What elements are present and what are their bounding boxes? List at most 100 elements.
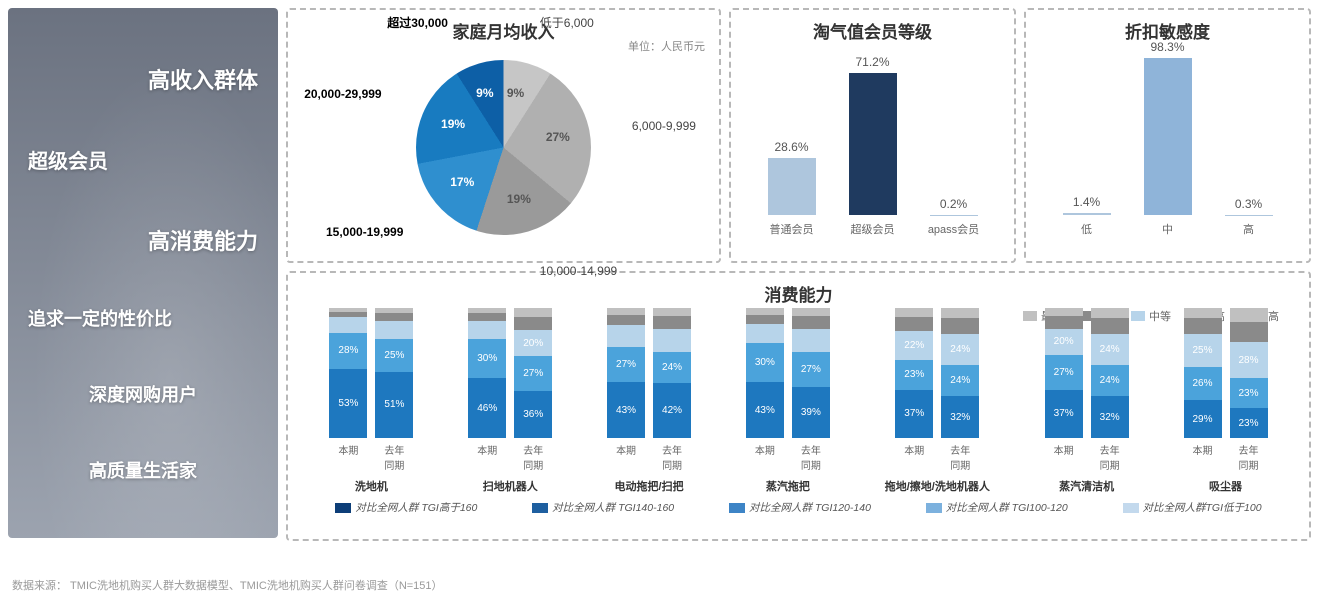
bar-segment: 26% bbox=[1184, 367, 1222, 401]
data-source-note: 数据来源： TMIC洗地机购买人群大数据模型、TMIC洗地机购买人群问卷调查（N… bbox=[12, 577, 443, 593]
tgi-label: 对比全网人群 TGI140-160 bbox=[552, 500, 674, 515]
bar-segment bbox=[792, 308, 830, 316]
bar-segment: 29% bbox=[1184, 400, 1222, 438]
tgi-legend-item: 对比全网人群 TGI120-140 bbox=[729, 500, 871, 515]
product-group: 43%27%42%24% 本期去年 同期电动拖把/扫把 bbox=[607, 308, 691, 494]
period-label: 去年 同期 bbox=[941, 442, 979, 472]
bar-column: 28.6%普通会员 bbox=[751, 140, 832, 237]
bar-segment bbox=[375, 313, 413, 321]
bar-segment bbox=[1184, 308, 1222, 318]
bar-column: 1.4%低 bbox=[1046, 195, 1127, 237]
product-name: 电动拖把/扫把 bbox=[615, 478, 684, 494]
period-label: 本期 bbox=[895, 442, 933, 472]
bar-segment: 27% bbox=[1045, 355, 1083, 390]
period-label: 去年 同期 bbox=[792, 442, 830, 472]
legend-swatch bbox=[1023, 311, 1037, 321]
bar-segment: 27% bbox=[792, 352, 830, 387]
tgi-legend-item: 对比全网人群 TGI100-120 bbox=[926, 500, 1068, 515]
bar-segment bbox=[941, 308, 979, 318]
pie-slice-value: 9% bbox=[507, 86, 524, 100]
bar-segment bbox=[653, 316, 691, 329]
bar-segment: 25% bbox=[1184, 334, 1222, 367]
tgi-legend-item: 对比全网人群 TGI高于160 bbox=[335, 500, 477, 515]
bar-value: 71.2% bbox=[855, 55, 889, 69]
period-labels: 本期去年 同期 bbox=[468, 442, 552, 472]
chart-title: 淘气值会员等级 bbox=[741, 18, 1004, 43]
bar-column: 0.3%高 bbox=[1208, 197, 1289, 237]
product-group: 43%30%39%27% 本期去年 同期蒸汽拖把 bbox=[746, 308, 830, 494]
period-label: 去年 同期 bbox=[375, 442, 413, 472]
product-group: 37%23%22%32%24%24% 本期去年 同期拖地/擦地/洗地机器人 bbox=[885, 308, 990, 494]
bar-segment: 24% bbox=[941, 334, 979, 365]
stacked-bar: 53%28% bbox=[329, 308, 367, 438]
bar-pair: 43%30%39%27% bbox=[746, 308, 830, 438]
bar-segment: 30% bbox=[746, 343, 784, 382]
bar-segment bbox=[607, 315, 645, 325]
product-name: 蒸汽拖把 bbox=[766, 478, 810, 494]
bar-segment bbox=[1230, 308, 1268, 322]
bar-segment bbox=[653, 329, 691, 352]
bar-segment bbox=[468, 321, 506, 339]
pie-slice-value: 19% bbox=[441, 117, 465, 131]
tgi-swatch bbox=[335, 503, 351, 513]
bar-column: 71.2% 超级会员 bbox=[832, 55, 913, 237]
pie-wrap: 9%27%19%17%19%9% 低于6,0006,000-9,99910,00… bbox=[298, 47, 709, 247]
bar-segment: 20% bbox=[514, 330, 552, 356]
bar-pair: 46%30%36%27%20% bbox=[468, 308, 552, 438]
bar-segment: 27% bbox=[514, 356, 552, 391]
bar-pair: 29%26%25%23%23%28% bbox=[1184, 308, 1268, 438]
bar-segment: 46% bbox=[468, 378, 506, 438]
bar-segment: 30% bbox=[468, 339, 506, 378]
bar-pair: 37%23%22%32%24%24% bbox=[895, 308, 979, 438]
product-name: 拖地/擦地/洗地机器人 bbox=[885, 478, 990, 494]
bar-segment bbox=[895, 317, 933, 331]
bar-segment: 23% bbox=[1230, 378, 1268, 408]
stacked-bar: 37%27%20% bbox=[1045, 308, 1083, 438]
bar-pair: 37%27%20%32%24%24% bbox=[1045, 308, 1129, 438]
bar-segment: 28% bbox=[329, 333, 367, 369]
bar-category: 中 bbox=[1162, 221, 1173, 237]
persona-tag: 超级会员 bbox=[28, 145, 258, 174]
tgi-swatch bbox=[729, 503, 745, 513]
bar-segment bbox=[375, 321, 413, 339]
consumption-card: 消费能力 最低较低中等较高最高 53%28%51%25%本期去年 同期洗地机46… bbox=[286, 271, 1311, 541]
stacked-bar: 23%23%28% bbox=[1230, 308, 1268, 438]
product-name: 洗地机 bbox=[355, 478, 388, 494]
bar-value: 98.3% bbox=[1150, 40, 1184, 54]
pie-slice-label: 10,000-14,999 bbox=[540, 264, 617, 278]
bar-value: 1.4% bbox=[1073, 195, 1100, 209]
bar-value: 0.2% bbox=[940, 197, 967, 211]
stacked-bar: 51%25% bbox=[375, 308, 413, 438]
tgi-swatch bbox=[926, 503, 942, 513]
bar-value: 0.3% bbox=[1235, 197, 1262, 211]
legend-item: 中等 bbox=[1131, 308, 1171, 324]
period-label: 本期 bbox=[1045, 442, 1083, 472]
bar-segment: 20% bbox=[1045, 329, 1083, 355]
period-labels: 本期去年 同期 bbox=[895, 442, 979, 472]
product-group: 46%30%36%27%20%本期去年 同期扫地机器人 bbox=[468, 308, 552, 494]
period-label: 去年 同期 bbox=[1230, 442, 1268, 472]
bar-segment: 24% bbox=[941, 365, 979, 396]
period-labels: 本期去年 同期 bbox=[329, 442, 413, 472]
member-bar-card: 淘气值会员等级 28.6%普通会员 71.2% 超级会员 0.2%apass会员 bbox=[729, 8, 1016, 263]
period-labels: 本期去年 同期 bbox=[607, 442, 691, 472]
bar-segment: 23% bbox=[1230, 408, 1268, 438]
product-group: 29%26%25%23%23%28%本期去年 同期吸尘器 bbox=[1184, 308, 1268, 494]
period-label: 去年 同期 bbox=[653, 442, 691, 472]
stacked-bar: 42%24% bbox=[653, 308, 691, 438]
period-labels: 本期去年 同期 bbox=[746, 442, 830, 472]
stacked-bar: 39%27% bbox=[792, 308, 830, 438]
stacked-bar: 43%27% bbox=[607, 308, 645, 438]
product-name: 吸尘器 bbox=[1209, 478, 1242, 494]
pie-slice-label: 低于6,000 bbox=[540, 14, 594, 31]
stacked-bar: 37%23%22% bbox=[895, 308, 933, 438]
product-group: 53%28%51%25% 本期去年 同期洗地机 bbox=[329, 308, 413, 494]
bar-segment: 37% bbox=[1045, 390, 1083, 438]
bar-category: 超级会员 bbox=[851, 221, 895, 237]
bar-segment bbox=[1230, 322, 1268, 342]
chart-title: 消费能力 bbox=[298, 281, 1299, 306]
bar-column: 0.2%apass会员 bbox=[913, 197, 994, 237]
period-labels: 本期去年 同期 bbox=[1045, 442, 1129, 472]
discount-bar-card: 折扣敏感度 1.4%低98.3%中0.3%高 bbox=[1024, 8, 1311, 263]
bar-segment: 43% bbox=[746, 382, 784, 438]
